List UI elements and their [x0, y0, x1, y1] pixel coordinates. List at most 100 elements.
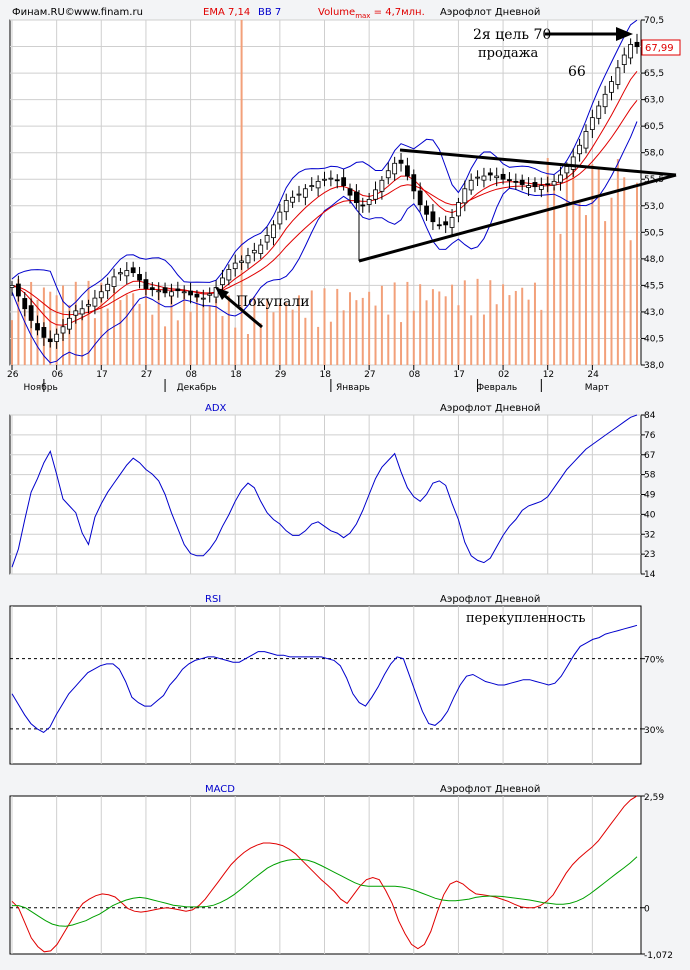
volume-bar — [393, 282, 396, 365]
volume-bar — [444, 296, 447, 365]
candle-body — [436, 224, 442, 227]
adx-y-label: 76 — [644, 431, 656, 441]
brand-label: Финам.RU© — [12, 7, 75, 18]
volume-suffix: = 4,7млн. — [370, 7, 424, 18]
candle-body — [194, 293, 200, 298]
price-y-label: 40,5 — [644, 334, 664, 344]
volume-bar — [361, 297, 364, 365]
candle-body — [226, 269, 232, 281]
candle-body — [137, 274, 142, 281]
volume-sub: max — [355, 12, 370, 20]
volume-bar — [623, 177, 626, 365]
adx-y-label: 67 — [644, 451, 655, 461]
volume-bar — [291, 309, 294, 365]
candle-body — [500, 173, 506, 180]
volume-bar — [368, 291, 371, 365]
candle-body — [462, 188, 468, 204]
price-y-label: 53,0 — [644, 202, 664, 212]
volume-bar — [253, 296, 256, 365]
candle-body — [28, 305, 34, 321]
candle-body — [538, 185, 544, 190]
triangle-lower-line — [358, 173, 677, 263]
candle-body — [373, 189, 378, 200]
volume-bar — [304, 317, 307, 365]
candles — [9, 33, 640, 349]
volume-bar — [451, 284, 454, 365]
price-y-label: 70,5 — [644, 16, 664, 26]
volume-bar — [482, 314, 485, 365]
volume-bar — [349, 292, 352, 365]
site-label: www.finam.ru — [74, 7, 143, 18]
candle-body — [283, 200, 289, 213]
candle-body — [405, 165, 410, 177]
candle-body — [558, 174, 563, 183]
volume-bar — [285, 302, 288, 365]
volume-bar — [540, 309, 543, 365]
month-label: Январь — [336, 383, 370, 393]
adx-y-label: 23 — [644, 550, 655, 560]
price-x-axis: 26 06 17 27 08 18 29 18 27 08 17 02 12 24 Ноябрь Декабр… — [7, 365, 609, 393]
volume-bar — [457, 305, 460, 365]
candle-body — [551, 180, 557, 186]
candle-body — [328, 177, 334, 180]
candle-body — [494, 175, 500, 179]
macd-plot-area — [9, 795, 642, 955]
volume-bar — [106, 308, 109, 365]
candle-body — [583, 131, 589, 149]
candle-body — [475, 176, 480, 179]
candle-body — [532, 182, 538, 188]
candle-body — [9, 284, 15, 288]
candle-body — [143, 279, 149, 289]
volume-prefix: Volume — [318, 7, 355, 18]
candle-body — [251, 249, 257, 254]
rsi-y-axis: 70% 30% — [641, 656, 664, 736]
candle-body — [513, 180, 519, 183]
price-x-label: 02 — [498, 370, 509, 380]
adx-title: ADX — [205, 403, 227, 414]
candle-body — [602, 93, 608, 108]
candle-body — [60, 326, 66, 334]
volume-bar — [604, 221, 607, 365]
bought-text: Покупали — [236, 294, 310, 310]
adx-y-axis: 84 76 67 58 49 40 32 23 14 — [641, 411, 656, 580]
candle-body — [417, 190, 423, 206]
triangle-upper-line — [399, 148, 677, 177]
candle-body — [130, 267, 136, 274]
volume-bar — [234, 327, 237, 365]
volume-bar — [406, 281, 409, 365]
volume-bar — [151, 314, 154, 365]
adx-panel: 84 76 67 58 49 40 32 23 14 ADX Аэрофлот Дневной — [9, 403, 656, 580]
candle-body — [353, 191, 359, 203]
volume-bar — [215, 298, 218, 365]
volume-bar — [164, 326, 167, 365]
candle-body — [628, 44, 634, 59]
volume-bar — [495, 304, 498, 365]
bollinger-lower — [11, 121, 638, 364]
candle-body — [526, 185, 531, 188]
volume-bar — [221, 316, 224, 365]
volume-bar — [502, 284, 505, 365]
volume-bar — [578, 203, 581, 365]
volume-bar — [489, 280, 492, 365]
volume-bar — [463, 280, 466, 365]
volume-bar — [329, 321, 332, 365]
bought-arrowhead — [215, 287, 229, 300]
candle-body — [615, 67, 621, 85]
candle-body — [92, 297, 98, 307]
candle-body — [487, 172, 493, 176]
volume-bar — [323, 288, 326, 365]
signal-series-line — [12, 856, 638, 927]
candle-body — [392, 162, 398, 175]
candle-body — [309, 185, 315, 188]
month-label: Ноябрь — [24, 383, 58, 393]
price-grid — [10, 19, 641, 366]
volume-bar — [591, 164, 594, 365]
macd-y-label: -1,072 — [644, 951, 673, 961]
volume-bar — [636, 182, 638, 365]
target-arrowhead — [616, 27, 633, 41]
candle-body — [175, 288, 181, 292]
month-label: Март — [585, 383, 609, 393]
candle-body — [162, 287, 168, 294]
price-x-label: 08 — [186, 370, 198, 380]
price-x-label: 29 — [275, 370, 287, 380]
